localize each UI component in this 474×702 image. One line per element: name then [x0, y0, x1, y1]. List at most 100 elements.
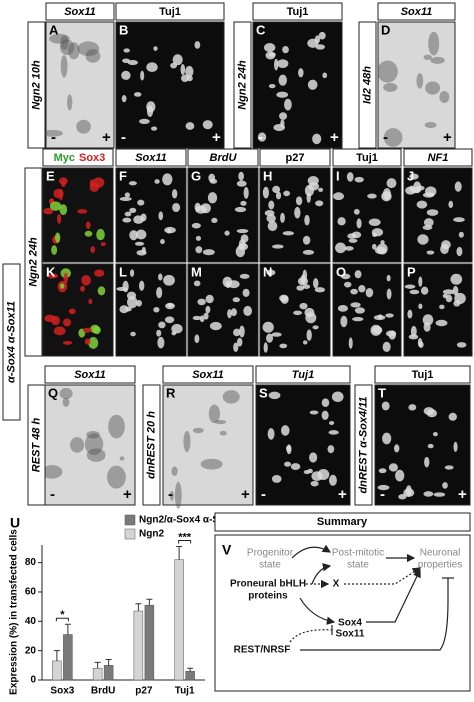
cell-signal [133, 92, 142, 97]
side-label-box [24, 167, 43, 357]
cell-signal [440, 244, 449, 255]
panel-header: BrdU [210, 152, 238, 164]
cell-signal [275, 191, 282, 200]
cell-signal [346, 172, 354, 182]
node-label: X [333, 579, 340, 590]
side-label: Ngn2 10h [30, 60, 42, 110]
bar [92, 668, 103, 681]
panel-letter: C [256, 22, 266, 37]
cell-signal [296, 285, 305, 291]
cell-signal [352, 317, 364, 322]
cell-signal [380, 240, 385, 245]
cell-signal [63, 272, 69, 284]
cell-signal [376, 243, 388, 255]
cell-signal [456, 342, 467, 348]
cell-signal [453, 300, 461, 307]
cell-signal [426, 192, 435, 197]
node-label: properties [418, 560, 462, 571]
cell-signal [134, 241, 145, 246]
panel-letter: G [191, 168, 201, 183]
cell-signal [92, 177, 105, 188]
cell-signal [426, 250, 435, 255]
cell-signal [381, 401, 390, 411]
cell-signal [433, 492, 446, 497]
panel-header: Tuj1 [292, 369, 314, 381]
header-box [332, 148, 402, 167]
cell-signal [328, 430, 339, 435]
cell-signal [420, 286, 429, 295]
cell-signal [304, 214, 310, 226]
cell-signal [239, 273, 250, 279]
bar [103, 665, 114, 681]
cell-signal [268, 83, 276, 89]
cell-signal [174, 481, 182, 509]
cell-signal [167, 303, 174, 308]
cell-signal [202, 249, 215, 256]
side-label-box [358, 21, 377, 149]
cell-signal [310, 480, 319, 487]
cell-signal [219, 430, 227, 436]
node-label: state [347, 560, 369, 571]
cell-signal [129, 207, 137, 213]
cell-signal [164, 316, 175, 324]
legend-swatch [124, 528, 136, 540]
cell-signal [50, 201, 62, 211]
side-label-box [27, 21, 46, 149]
cell-signal [195, 246, 203, 254]
cell-signal [283, 190, 291, 197]
cell-signal [386, 288, 392, 300]
cell-signal [388, 330, 396, 340]
cell-signal [442, 289, 455, 295]
cell-signal [297, 277, 309, 286]
cell-signal [106, 465, 126, 489]
cell-signal [306, 329, 312, 341]
cell-signal [430, 56, 445, 64]
cell-signal [171, 331, 177, 336]
bar [63, 634, 73, 681]
cell-signal [135, 229, 147, 240]
side-sign: + [443, 129, 452, 146]
side-sign: + [123, 486, 132, 503]
cell-signal [240, 234, 249, 243]
cell-signal [139, 280, 145, 291]
cell-signal [243, 305, 253, 317]
cell-signal [328, 474, 337, 486]
cell-signal [157, 336, 165, 349]
cell-signal [53, 326, 66, 336]
x-tick-label: Tuj1 [175, 686, 195, 697]
panel-letter: M [191, 264, 202, 279]
cell-signal [344, 246, 354, 251]
cell-signal [224, 230, 230, 236]
panel-letter: P [407, 264, 416, 279]
cell-signal [239, 325, 245, 338]
cell-signal [304, 184, 314, 197]
cell-signal [279, 343, 288, 349]
cell-signal [172, 54, 183, 66]
cell-signal [279, 112, 288, 120]
cell-signal [236, 229, 249, 234]
x-tick-label: Sox3 [50, 686, 74, 697]
cell-signal [205, 294, 214, 304]
cell-signal [322, 72, 328, 79]
side-sign: - [380, 486, 385, 503]
cell-signal [435, 319, 448, 327]
panel-header: Tuj1 [159, 6, 181, 18]
cell-signal [172, 202, 181, 213]
cell-signal [97, 286, 106, 296]
cell-signal [222, 276, 233, 288]
cell-signal [409, 173, 419, 180]
cell-signal [314, 35, 321, 44]
cell-signal [337, 305, 349, 312]
cell-signal [63, 318, 72, 327]
cell-signal [348, 238, 358, 243]
cell-signal [353, 208, 360, 215]
cell-signal [321, 410, 329, 420]
cell-signal [51, 315, 60, 326]
panel-letter: U [10, 515, 20, 531]
cell-signal [265, 51, 276, 60]
cell-signal [60, 39, 75, 56]
header-box [45, 2, 115, 21]
cell-signal [410, 325, 417, 338]
summary-diagram: Summary V Progenitor state Post-mitotic … [214, 512, 471, 692]
